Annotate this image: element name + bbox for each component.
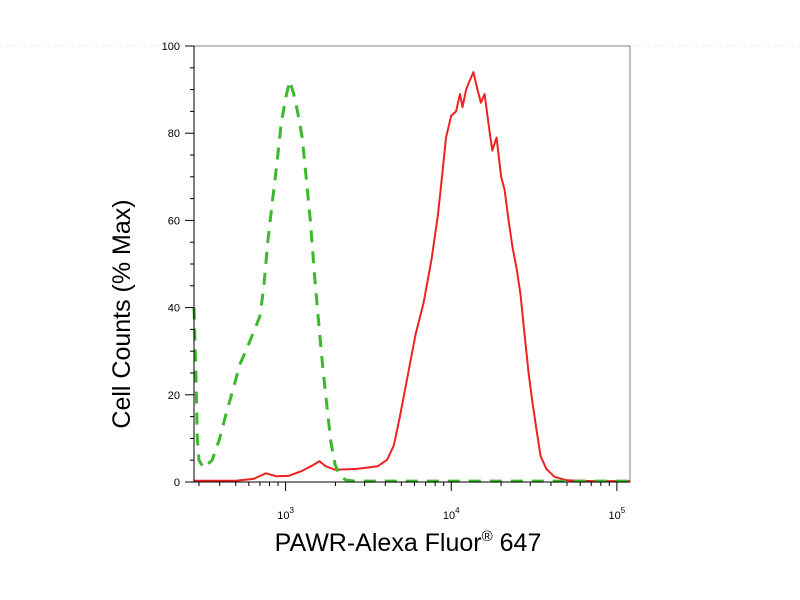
x-tick-label: 103	[277, 506, 294, 522]
x-tick-label: 105	[609, 506, 626, 522]
x-tick-label: 104	[443, 506, 460, 522]
y-tick-label: 20	[168, 390, 180, 402]
series-line-1	[194, 71, 630, 483]
y-tick-label: 100	[162, 41, 180, 53]
x-axis-title-tail: 647	[493, 529, 542, 557]
x-axis-title: PAWR-Alexa Fluor® 647	[275, 528, 542, 557]
y-tick-label: 0	[174, 477, 180, 489]
series-line-2	[192, 79, 630, 483]
y-tick-label: 40	[168, 303, 180, 315]
y-axis-title: Cell Counts (% Max)	[108, 199, 136, 428]
x-axis-title-main: PAWR-Alexa Fluor	[275, 529, 482, 557]
y-tick-label: 80	[168, 128, 180, 140]
axes-layer: 0 20 40 60 80 100 103 104 105	[162, 41, 630, 522]
series-layer	[192, 71, 630, 483]
x-axis-title-registered: ®	[482, 528, 493, 545]
y-tick-label: 60	[168, 215, 180, 227]
